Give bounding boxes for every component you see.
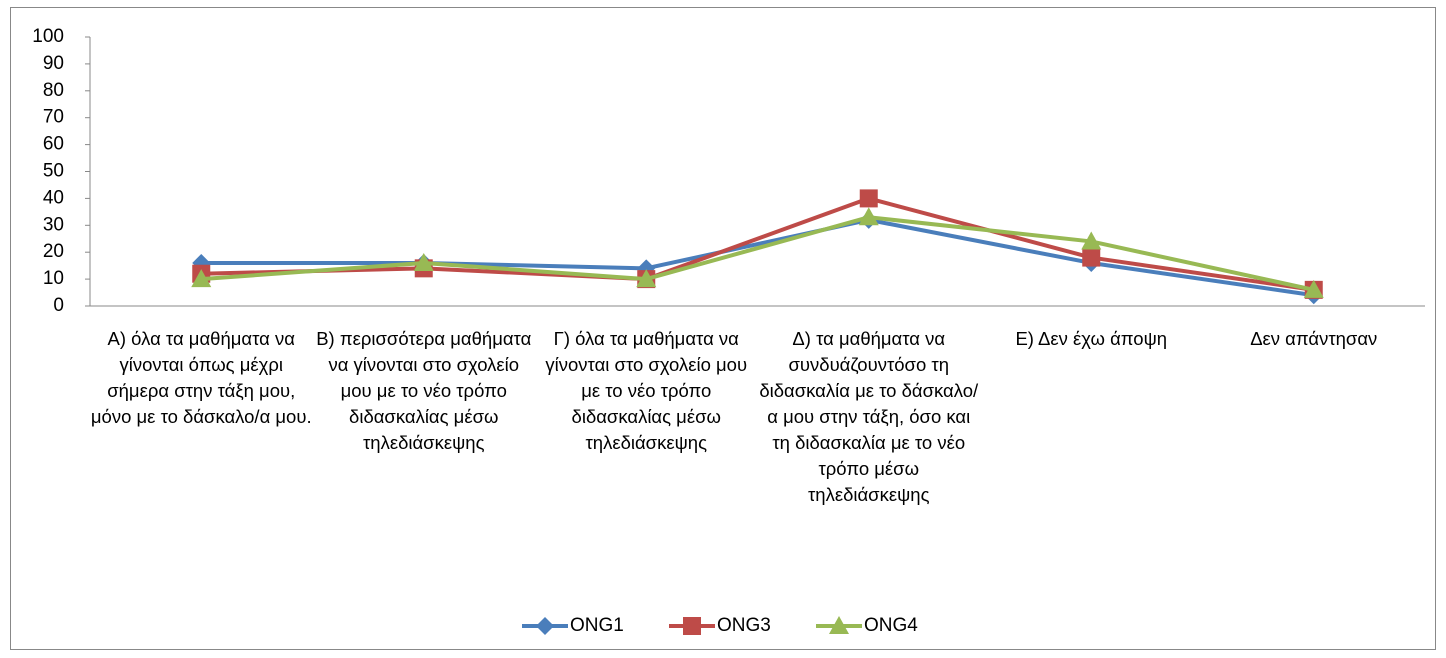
legend-marker — [536, 617, 554, 635]
y-tick-label: 30 — [43, 214, 64, 235]
y-tick-label: 90 — [43, 53, 64, 74]
legend-marker — [683, 617, 701, 635]
legend-label: ONG3 — [717, 615, 771, 636]
x-tick-label: Δ) τα μαθήματα να συνδυάζουντόσο τη διδα… — [759, 328, 979, 505]
y-tick-label: 50 — [43, 161, 64, 182]
marker — [413, 252, 434, 271]
legend-label: ONG4 — [864, 615, 918, 636]
x-tick-label: Δεν απάντησαν — [1250, 328, 1378, 349]
chart-border — [10, 7, 1436, 650]
y-tick-label: 100 — [32, 26, 64, 47]
legend-marker — [829, 616, 849, 634]
marker — [859, 189, 878, 208]
marker — [1303, 279, 1324, 298]
y-tick-label: 40 — [43, 187, 64, 208]
series-line — [201, 196, 1315, 292]
x-tick-label: Ε) Δεν έχω άποψη — [1015, 328, 1168, 349]
marker — [191, 269, 212, 288]
legend-label: ONG1 — [570, 615, 624, 636]
marker — [858, 207, 879, 226]
series-line — [201, 215, 1315, 292]
y-tick-label: 60 — [43, 134, 64, 155]
marker — [1081, 231, 1102, 250]
x-tick-label: Α) όλα τα μαθήματα να γίνονται όπως μέχρ… — [90, 328, 312, 427]
marker — [1082, 248, 1101, 267]
x-tick-label: Γ) όλα τα μαθήματα να γίνονται στο σχολε… — [545, 328, 748, 453]
y-tick-label: 80 — [43, 80, 64, 101]
y-tick-label: 20 — [43, 241, 64, 262]
marker — [636, 269, 657, 288]
y-tick-label: 0 — [53, 295, 64, 316]
x-tick-label: Β) περισσότερα μαθήματα να γίνονται στο … — [316, 328, 532, 453]
y-tick-label: 10 — [43, 268, 64, 289]
series-line — [201, 217, 1315, 298]
y-tick-label: 70 — [43, 107, 64, 128]
